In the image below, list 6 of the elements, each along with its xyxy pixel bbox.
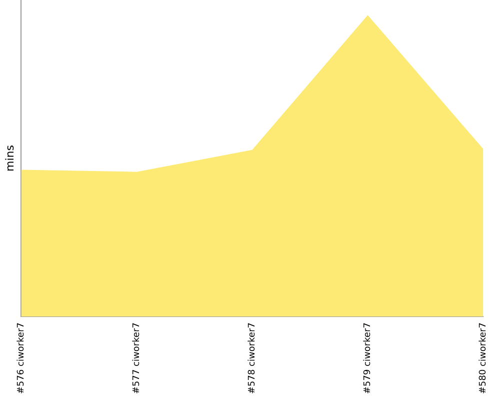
x-tick-label: #577 ciworker7 bbox=[132, 322, 142, 394]
x-tick-label: #576 ciworker7 bbox=[16, 322, 27, 394]
y-axis-title: mins bbox=[3, 144, 16, 172]
x-tick-label: #578 ciworker7 bbox=[248, 322, 258, 394]
x-tick-label: #580 ciworker7 bbox=[478, 322, 489, 394]
x-tick-label: #579 ciworker7 bbox=[363, 322, 374, 394]
